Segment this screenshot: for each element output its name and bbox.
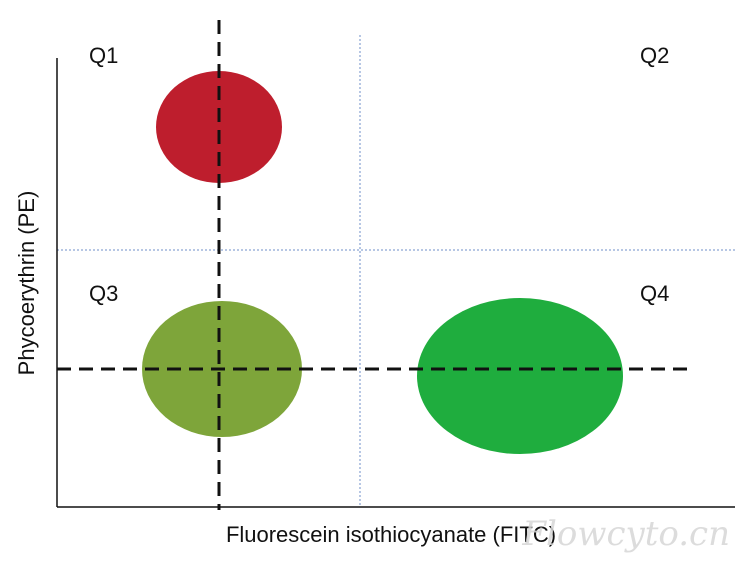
quadrant-label-q3: Q3 — [89, 281, 118, 306]
y-axis-label: Phycoerythrin (PE) — [14, 191, 39, 376]
quadrant-label-q2: Q2 — [640, 43, 669, 68]
q4-population-ellipse — [417, 298, 623, 454]
quadrant-label-q1: Q1 — [89, 43, 118, 68]
q1-population-ellipse — [156, 71, 282, 183]
watermark-text: Flowcyto.cn — [521, 514, 730, 554]
x-axis-label: Fluorescein isothiocyanate (FITC) — [226, 522, 556, 547]
quadrant-label-q4: Q4 — [640, 281, 669, 306]
